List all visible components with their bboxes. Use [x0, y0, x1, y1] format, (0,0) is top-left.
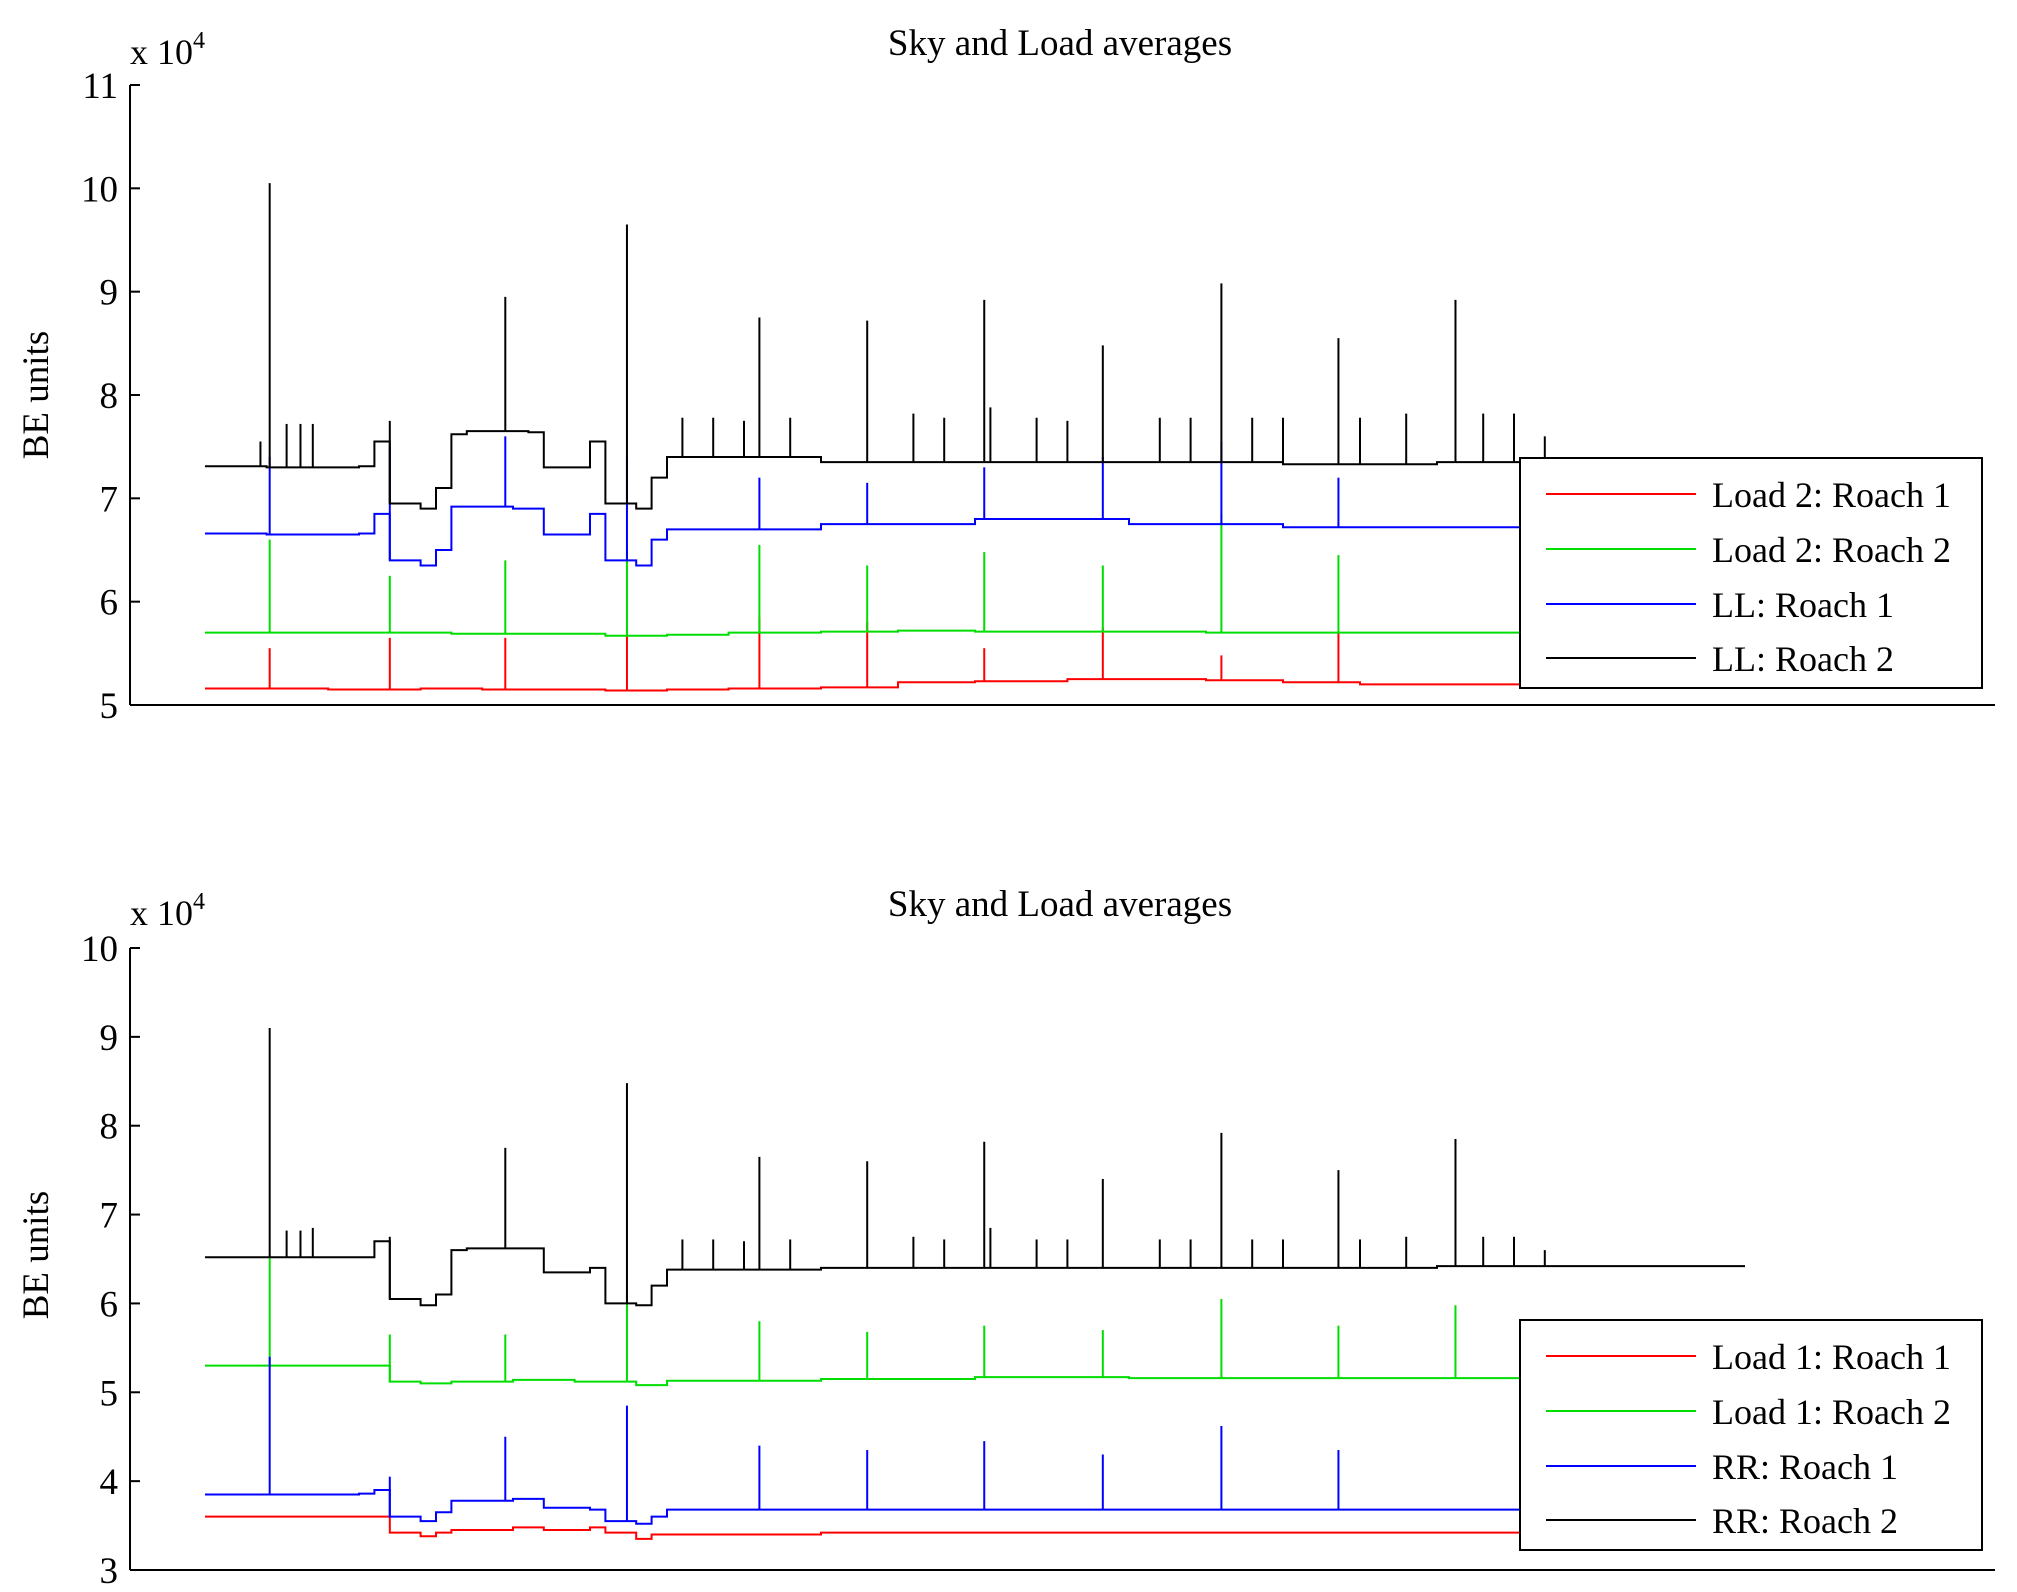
chart-panel-2: Sky and Load averages x 104 BE units 345…: [16, 884, 1995, 1592]
legend-label-series-4: LL: Roach 2: [1712, 639, 1894, 679]
y-tick-labels: 5 6 7 8 9 10 11: [81, 66, 140, 727]
y-tick-label: 5: [100, 1373, 119, 1414]
y-tick-label: 6: [100, 583, 119, 624]
series-line-4: [205, 430, 1746, 510]
plot-lines: [205, 183, 1746, 692]
axis-multiplier: x 104: [130, 889, 205, 933]
legend-label-series-3: LL: Roach 1: [1712, 585, 1894, 625]
y-tick-label: 10: [81, 929, 118, 970]
y-tick-label: 10: [81, 169, 118, 210]
y-tick-label: 9: [100, 1018, 119, 1059]
series-line-2: [205, 1364, 1745, 1387]
legend-label-series-3: RR: Roach 1: [1712, 1447, 1898, 1487]
legend-box: [1519, 1319, 1983, 1551]
legend: Load 2: Roach 1 Load 2: Roach 2 LL: Roac…: [1519, 457, 1983, 689]
axis-multiplier-base: x 10: [130, 32, 193, 72]
chart-title: Sky and Load averages: [888, 23, 1232, 64]
y-axis-label: BE units: [16, 331, 57, 460]
y-tick-label: 11: [82, 66, 118, 107]
series-line-1: [205, 678, 1745, 692]
y-tick-label: 3: [100, 1551, 119, 1592]
y-tick-label: 7: [100, 479, 119, 520]
y-tick-labels: 3 4 5 6 7 8 9 10: [81, 929, 140, 1592]
y-tick-label: 6: [100, 1284, 119, 1325]
y-tick-label: 5: [100, 686, 119, 727]
series-line-1: [205, 1515, 1745, 1540]
y-tick-label: 9: [100, 273, 119, 314]
axis-multiplier-base: x 10: [130, 893, 193, 933]
legend-label-series-1: Load 2: Roach 1: [1712, 475, 1951, 515]
legend-label-series-2: Load 1: Roach 2: [1712, 1392, 1951, 1432]
y-tick-label: 7: [100, 1196, 119, 1237]
chart-title: Sky and Load averages: [888, 884, 1232, 925]
legend-label-series-4: RR: Roach 2: [1712, 1501, 1898, 1541]
series-line-2: [205, 629, 1745, 637]
axis-multiplier-exponent: 4: [193, 889, 205, 915]
legend-box: [1519, 457, 1983, 689]
axis-multiplier-exponent: 4: [193, 28, 205, 54]
chart-panel-1: Sky and Load averages x 104 BE units 5 6 7…: [16, 23, 1995, 727]
axis-multiplier: x 104: [130, 28, 205, 72]
legend-label-series-1: Load 1: Roach 1: [1712, 1337, 1951, 1377]
y-axis-label: BE units: [16, 1191, 57, 1320]
series-line-3: [205, 1489, 1745, 1525]
legend: Load 1: Roach 1 Load 1: Roach 2 RR: Roac…: [1519, 1319, 1983, 1551]
y-tick-label: 8: [100, 1107, 119, 1148]
y-tick-label: 4: [100, 1462, 119, 1503]
y-tick-label: 8: [100, 376, 119, 417]
plot-lines: [205, 1027, 1745, 1540]
legend-label-series-2: Load 2: Roach 2: [1712, 530, 1951, 570]
